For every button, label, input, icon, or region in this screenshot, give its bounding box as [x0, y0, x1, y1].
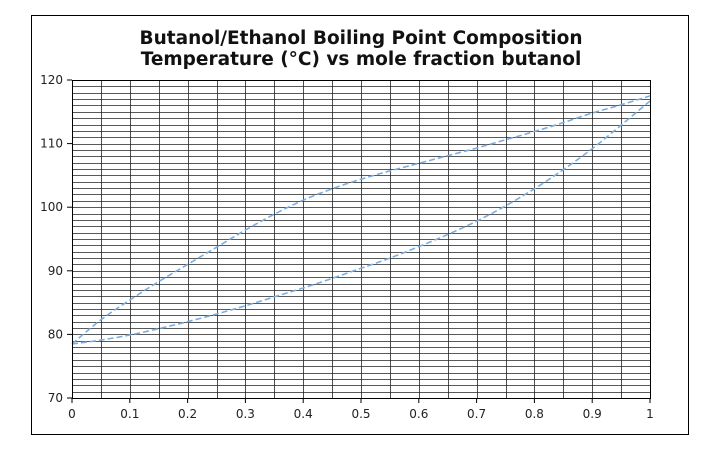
vapor-curve-line [71, 95, 651, 345]
y-tick-label: 90 [48, 264, 63, 278]
x-tick-label: 0.5 [351, 407, 370, 421]
chart-title: Butanol/Ethanol Boiling Point Compositio… [0, 28, 722, 70]
x-tick-label: 0.7 [467, 407, 486, 421]
x-tick-label: 0.1 [120, 407, 139, 421]
x-tick-label: 0.4 [294, 407, 313, 421]
chart-title-line-2: Temperature (°C) vs mole fraction butano… [140, 49, 582, 70]
y-tick-label: 80 [48, 327, 63, 341]
y-tick-label: 120 [40, 73, 63, 87]
x-tick-label: 0.6 [409, 407, 428, 421]
chart-frame [31, 15, 689, 435]
series-layer [71, 95, 651, 345]
y-tick-label: 100 [40, 200, 63, 214]
chart-title-line-1: Butanol/Ethanol Boiling Point Compositio… [139, 28, 583, 49]
grid [72, 80, 651, 399]
axes: 70 80 90 100 110 120 0 0.1 0.2 0.3 0.4 0.5 0.6 0.7 0.8… [40, 73, 654, 421]
x-tick-label: 0.2 [178, 407, 197, 421]
y-tick-label: 70 [48, 391, 63, 405]
x-tick-label: 1 [646, 407, 654, 421]
x-tick-label: 0.8 [525, 407, 544, 421]
y-tick-label: 110 [40, 137, 63, 151]
liquid-curve-line [71, 100, 651, 345]
x-tick-label: 0.3 [236, 407, 255, 421]
x-tick-label: 0 [68, 407, 76, 421]
x-tick-label: 0.9 [583, 407, 602, 421]
